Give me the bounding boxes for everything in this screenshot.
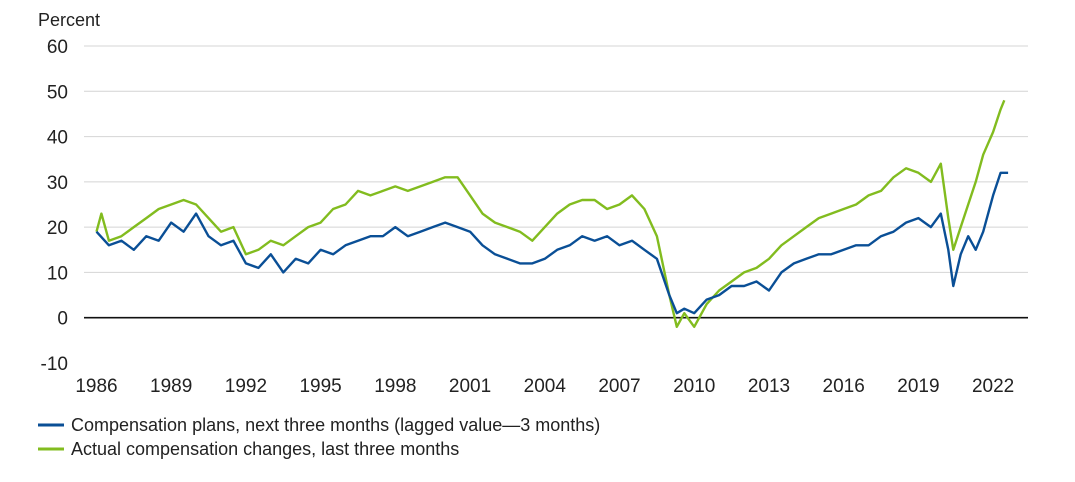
x-tick-label: 2019 (897, 376, 939, 397)
x-tick-label: 2013 (748, 376, 790, 397)
x-tick-label: 2004 (524, 376, 567, 397)
y-tick-label: -10 (41, 354, 68, 375)
legend-label-actual-compensation: Actual compensation changes, last three … (71, 439, 459, 459)
x-tick-label: 2007 (598, 376, 640, 397)
x-tick-label: 2022 (972, 376, 1014, 397)
y-tick-label: 20 (47, 218, 68, 239)
y-tick-label: 0 (57, 309, 68, 330)
y-tick-label: 60 (47, 37, 68, 58)
gridlines (84, 45, 1028, 319)
x-tick-label: 1992 (225, 376, 267, 397)
legend: Compensation plans, next three months (l… (38, 415, 600, 459)
y-tick-label: 40 (47, 128, 68, 149)
y-axis-title: Percent (38, 10, 100, 30)
x-tick-label: 2010 (673, 376, 715, 397)
series-lines (95, 99, 1009, 328)
y-tick-labels: 60 50 40 30 20 10 0 -10 (41, 37, 68, 375)
x-tick-label: 1995 (299, 376, 341, 397)
y-tick-label: 50 (47, 82, 68, 103)
x-tick-label: 1998 (374, 376, 416, 397)
legend-label-compensation-plans: Compensation plans, next three months (l… (71, 415, 600, 435)
y-tick-label: 30 (47, 173, 68, 194)
x-tick-label: 2016 (823, 376, 865, 397)
x-tick-label: 1986 (75, 376, 117, 397)
x-tick-label: 2001 (449, 376, 491, 397)
y-tick-label: 10 (47, 263, 68, 284)
series-line-actual-compensation (95, 99, 1006, 328)
series-line-compensation-plans (95, 171, 1009, 315)
x-tick-labels: 1986 1989 1992 1995 1998 2001 2004 2007 2010 2013… (75, 376, 1014, 397)
x-tick-label: 1989 (150, 376, 192, 397)
